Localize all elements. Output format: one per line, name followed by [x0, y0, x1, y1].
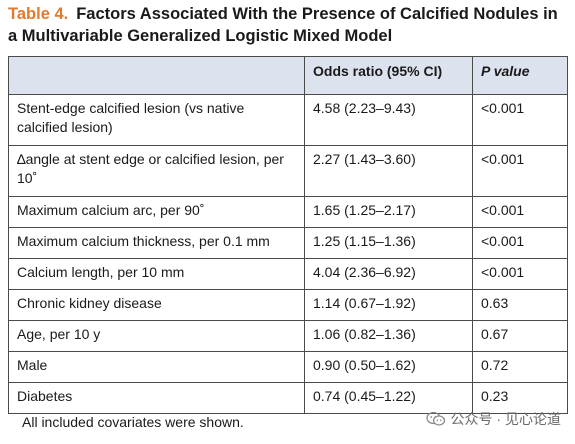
watermark-text: 公众号 · 见心论道 [450, 411, 561, 427]
p-value-cell: <0.001 [472, 227, 568, 259]
results-table-container: Odds ratio (95% CI) P value Stent-edge c… [8, 56, 568, 414]
factor-cell: Stent-edge calcified lesion (vs native c… [8, 94, 305, 146]
odds-ratio-cell: 4.58 (2.23–9.43) [304, 94, 473, 146]
p-value-cell: 0.23 [472, 382, 568, 414]
table-row: ∆angle at stent edge or calcified lesion… [8, 145, 568, 197]
table-caption: Factors Associated With the Presence of … [8, 5, 558, 45]
odds-ratio-cell: 2.27 (1.43–3.60) [304, 145, 473, 197]
watermark: 公众号 · 见心论道 [425, 409, 561, 429]
table-title: Table 4. Factors Associated With the Pres… [8, 3, 568, 47]
factor-cell: Maximum calcium thickness, per 0.1 mm [8, 227, 305, 259]
odds-ratio-cell: 1.14 (0.67–1.92) [304, 289, 473, 321]
p-value-cell: 0.67 [472, 320, 568, 352]
factor-cell: ∆angle at stent edge or calcified lesion… [8, 145, 305, 197]
factor-cell: Maximum calcium arc, per 90˚ [8, 196, 305, 228]
header-factor [8, 56, 305, 95]
table-row: Male 0.90 (0.50–1.62) 0.72 [8, 351, 568, 383]
results-table: Odds ratio (95% CI) P value Stent-edge c… [8, 56, 568, 414]
table-row: Maximum calcium arc, per 90˚ 1.65 (1.25–… [8, 196, 568, 228]
header-row: Odds ratio (95% CI) P value [8, 56, 568, 95]
p-value-cell: 0.63 [472, 289, 568, 321]
table-row: Stent-edge calcified lesion (vs native c… [8, 94, 568, 146]
p-value-cell: <0.001 [472, 196, 568, 228]
table-number: Table 4. [8, 5, 69, 23]
table-row: Maximum calcium thickness, per 0.1 mm 1.… [8, 227, 568, 259]
table-row: Chronic kidney disease 1.14 (0.67–1.92) … [8, 289, 568, 321]
table-row: Calcium length, per 10 mm 4.04 (2.36–6.9… [8, 258, 568, 290]
table-row: Age, per 10 y 1.06 (0.82–1.36) 0.67 [8, 320, 568, 352]
table-footnote: All included covariates were shown. [22, 414, 244, 430]
p-value-cell: 0.72 [472, 351, 568, 383]
table-row: Diabetes 0.74 (0.45–1.22) 0.23 [8, 382, 568, 414]
factor-cell: Age, per 10 y [8, 320, 305, 352]
p-value-cell: <0.001 [472, 258, 568, 290]
factor-cell: Calcium length, per 10 mm [8, 258, 305, 290]
wechat-icon [425, 411, 446, 427]
p-value-cell: <0.001 [472, 145, 568, 197]
factor-cell: Male [8, 351, 305, 383]
factor-cell: Diabetes [8, 382, 305, 414]
p-value-cell: <0.001 [472, 94, 568, 146]
odds-ratio-cell: 1.65 (1.25–2.17) [304, 196, 473, 228]
odds-ratio-cell: 0.90 (0.50–1.62) [304, 351, 473, 383]
header-odds-ratio: Odds ratio (95% CI) [304, 56, 473, 95]
odds-ratio-cell: 1.06 (0.82–1.36) [304, 320, 473, 352]
factor-cell: Chronic kidney disease [8, 289, 305, 321]
header-p-value: P value [472, 56, 568, 95]
odds-ratio-cell: 1.25 (1.15–1.36) [304, 227, 473, 259]
odds-ratio-cell: 0.74 (0.45–1.22) [304, 382, 473, 414]
odds-ratio-cell: 4.04 (2.36–6.92) [304, 258, 473, 290]
